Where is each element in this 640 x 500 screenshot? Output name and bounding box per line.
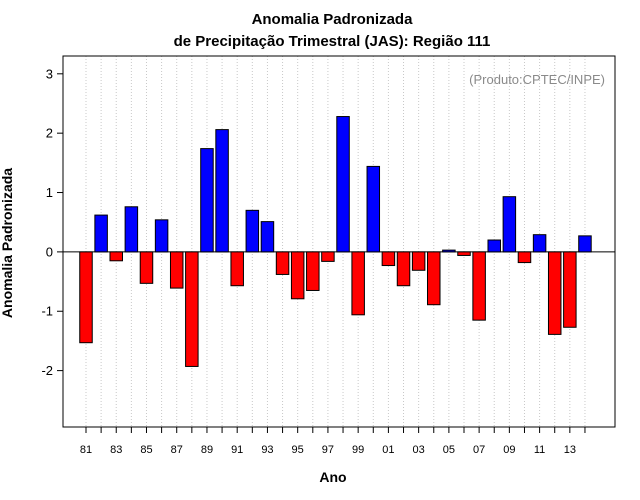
bar-14	[578, 235, 592, 253]
bar-86	[154, 219, 169, 253]
y-tick-label: -2	[41, 363, 53, 378]
bar-88	[185, 251, 199, 367]
x-tick-label-97: 97	[322, 444, 334, 456]
x-tick-label-99: 99	[352, 444, 364, 456]
bars-layer	[79, 116, 592, 367]
y-tick-label: 0	[46, 244, 53, 259]
bar-83	[109, 251, 123, 262]
x-tick-label-85: 85	[140, 444, 152, 456]
bar-03	[411, 251, 426, 271]
x-axis-label: Ano	[319, 469, 346, 485]
x-tick-label-07: 07	[473, 444, 485, 456]
bar-97	[321, 251, 335, 262]
x-tick-label-89: 89	[201, 444, 213, 456]
y-axis: -2 -1 0 1 2 3	[41, 66, 63, 378]
bar-87	[169, 251, 184, 289]
x-tick-label-81: 81	[80, 444, 92, 456]
y-tick-label: 1	[46, 185, 53, 200]
x-tick-label-91: 91	[231, 444, 243, 456]
x-tick-label-09: 09	[503, 444, 515, 456]
x-tick-label-83: 83	[110, 444, 122, 456]
bar-01	[381, 251, 396, 267]
bar-90	[215, 129, 229, 253]
y-axis-label: Anomalia Padronizada	[0, 168, 15, 318]
bar-08	[487, 239, 501, 253]
bar-02	[396, 251, 411, 287]
bar-84	[124, 206, 139, 253]
grid-layer	[85, 56, 586, 427]
bar-92	[245, 209, 260, 253]
bar-09	[502, 196, 517, 253]
y-tick-label: -1	[41, 304, 53, 319]
bar-95	[290, 251, 305, 300]
bar-10	[517, 251, 532, 264]
x-tick-label-01: 01	[382, 444, 394, 456]
x-tick-label-03: 03	[413, 444, 425, 456]
y-tick-label: 2	[46, 126, 53, 141]
x-tick-label-95: 95	[292, 444, 304, 456]
x-tick-label-13: 13	[564, 444, 576, 456]
bar-93	[260, 221, 275, 253]
bar-13	[563, 251, 577, 328]
x-tick-label-87: 87	[171, 444, 183, 456]
bar-99	[351, 251, 365, 316]
bar-91	[230, 251, 244, 287]
bar-11	[532, 234, 547, 253]
bar-00	[366, 165, 381, 253]
chart-title: Anomalia Padronizada	[252, 11, 414, 28]
x-tick-label-11: 11	[534, 444, 545, 456]
source-annotation: (Produto:CPTEC/INPE)	[469, 72, 605, 87]
bar-06	[457, 251, 471, 256]
bar-07	[472, 251, 486, 321]
bar-05	[442, 249, 456, 253]
bar-98	[336, 116, 350, 253]
bar-96	[306, 251, 320, 291]
bar-94	[275, 251, 290, 275]
bar-81	[79, 251, 93, 344]
x-tick-label-93: 93	[261, 444, 273, 456]
x-tick-label-05: 05	[443, 444, 455, 456]
plot-frame	[62, 55, 616, 428]
y-tick-label: 3	[46, 66, 53, 81]
bar-85	[139, 251, 154, 284]
bar-82	[94, 214, 108, 253]
chart-subtitle: de Precipitação Trimestral (JAS): Região…	[174, 33, 491, 50]
x-axis: 81 83 85 87 89 91 93 95 97 99 01 03 05 07 09 11 13	[80, 427, 586, 456]
bar-04	[427, 251, 441, 306]
bar-89	[200, 148, 214, 253]
bar-12	[547, 251, 562, 335]
